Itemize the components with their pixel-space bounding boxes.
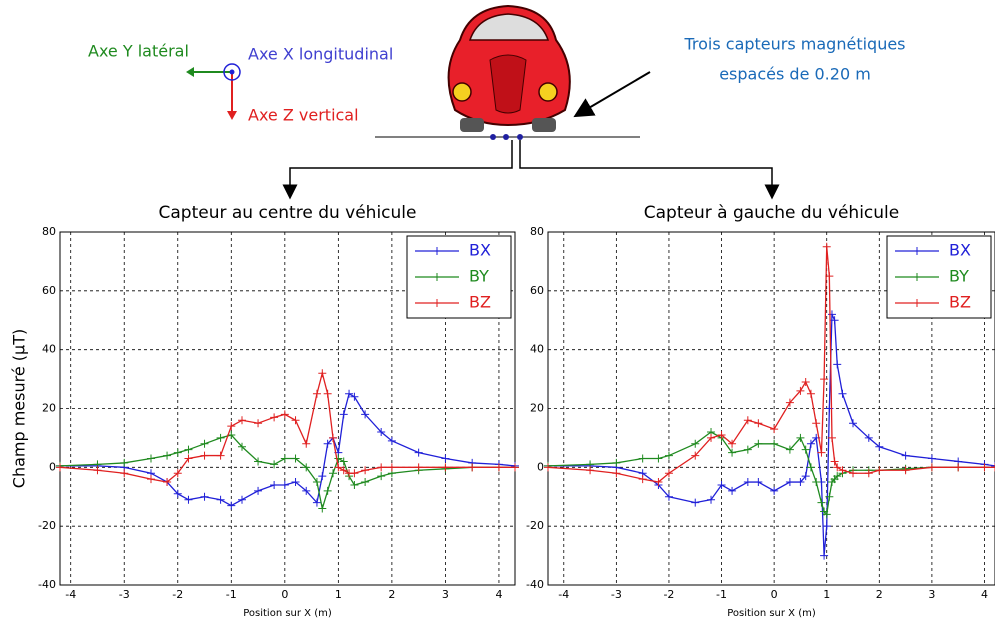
y-tick-label: -40: [38, 578, 56, 591]
y-tick-label: 60: [42, 284, 56, 297]
x-tick-label: -3: [119, 588, 130, 601]
x-tick-label: 4: [495, 588, 502, 601]
y-tick-label: 20: [42, 402, 56, 415]
x-tick-label: 4: [981, 588, 988, 601]
connector: [520, 140, 772, 192]
x-tick-label: 3: [928, 588, 935, 601]
axis-x-label: Axe X longitudinal: [248, 45, 393, 64]
legend-label: BX: [469, 241, 491, 260]
x-tick-label: 0: [281, 588, 288, 601]
x-tick-label: -2: [172, 588, 183, 601]
legend-label: BZ: [949, 293, 971, 312]
x-axis-label: Position sur X (m): [727, 608, 816, 619]
y-tick-label: 60: [530, 284, 544, 297]
y-tick-label: -20: [38, 519, 56, 532]
legend-label: BX: [949, 241, 971, 260]
x-tick-label: -3: [611, 588, 622, 601]
pointer: [582, 72, 650, 112]
legend-label: BZ: [469, 293, 491, 312]
x-tick-label: 2: [876, 588, 883, 601]
connector: [290, 140, 512, 192]
sensor: [503, 134, 509, 140]
y-tick-label: 80: [42, 225, 56, 238]
legend-label: BY: [949, 267, 969, 286]
y-tick-label: 80: [530, 225, 544, 238]
x-tick-label: -4: [558, 588, 569, 601]
x-tick-label: -1: [716, 588, 727, 601]
arrow-head: [227, 111, 237, 120]
x-tick-label: 1: [335, 588, 342, 601]
sensor-note: Trois capteurs magnétiques: [683, 35, 905, 54]
y-tick-label: -20: [526, 519, 544, 532]
sensor: [517, 134, 523, 140]
axis-y-label: Axe Y latéral: [88, 42, 189, 61]
x-tick-label: -1: [226, 588, 237, 601]
x-tick-label: 2: [388, 588, 395, 601]
x-tick-label: 1: [823, 588, 830, 601]
x-tick-label: 0: [771, 588, 778, 601]
x-tick-label: -4: [65, 588, 76, 601]
x-axis-dot: [230, 70, 235, 75]
y-tick-label: 0: [537, 460, 544, 473]
y-tick-label: 0: [49, 460, 56, 473]
figure: Axe Y latéral Axe X longitudinal Axe Z v…: [0, 0, 995, 623]
chart-title: Capteur à gauche du véhicule: [644, 203, 899, 223]
y-tick-label: 20: [530, 402, 544, 415]
x-axis-label: Position sur X (m): [243, 608, 332, 619]
x-tick-label: 3: [442, 588, 449, 601]
x-tick-label: -2: [663, 588, 674, 601]
y-tick-label: -40: [526, 578, 544, 591]
y-axis-label: Champ mesuré (µT): [10, 329, 29, 488]
legend-label: BY: [469, 267, 489, 286]
y-tick-label: 40: [530, 343, 544, 356]
arrow-head: [186, 67, 194, 77]
sensor-note: espacés de 0.20 m: [719, 65, 871, 84]
axis-z-label: Axe Z vertical: [248, 106, 359, 125]
sensor: [490, 134, 496, 140]
y-tick-label: 40: [42, 343, 56, 356]
car: [449, 6, 570, 132]
chart-title: Capteur au centre du véhicule: [159, 203, 417, 223]
